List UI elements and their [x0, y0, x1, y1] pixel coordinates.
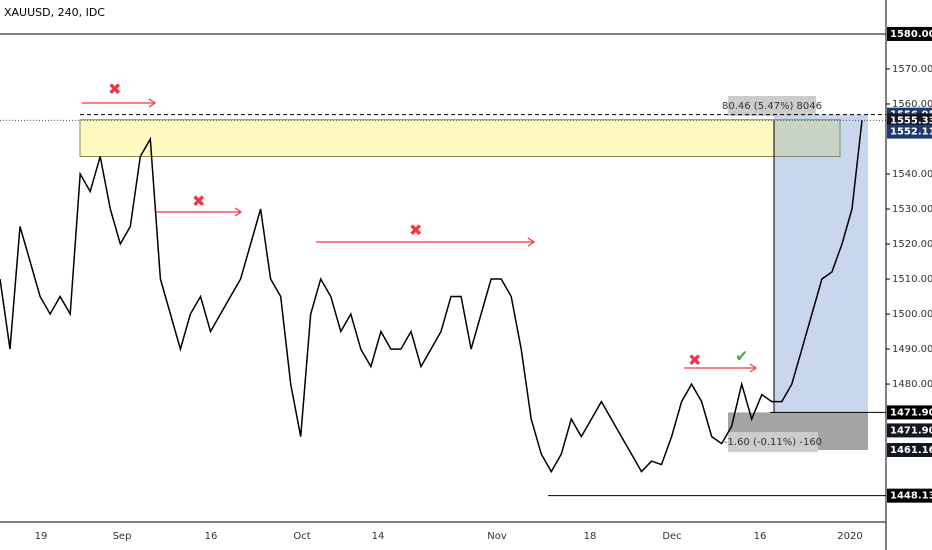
price-tag-bg: [887, 405, 932, 420]
price-tag-label: 1448.13: [890, 491, 932, 502]
price-tag-label: 1471.90: [890, 407, 932, 418]
price-tag-bg: [887, 113, 932, 128]
price-tag: 1471.90: [887, 423, 932, 438]
price-tag-bg: [887, 488, 932, 503]
svg-text:✖: ✖: [688, 351, 701, 370]
svg-text:✖: ✖: [108, 80, 121, 99]
price-tag-bg: [887, 443, 932, 458]
drawings: [82, 98, 758, 373]
y-tick-label: 1540.00: [892, 169, 932, 180]
price-tag-label: 1461.16: [890, 445, 932, 456]
price-tag-label: 1580.00: [890, 29, 932, 40]
x-tick-label: Dec: [662, 531, 681, 542]
price-tag-label: 1555.33: [890, 115, 932, 126]
price-tag: 1471.90: [887, 405, 932, 420]
svg-text:✖: ✖: [409, 221, 422, 240]
x-tick-label: Sep: [113, 531, 132, 542]
price-tag-bg: [887, 26, 932, 41]
measure-down-label: -1.60 (-0.11%) -160: [724, 437, 822, 448]
y-tick-label: 1520.00: [892, 239, 932, 250]
zone: [79, 119, 841, 157]
y-tick-label: 1560.00: [892, 99, 932, 110]
price-tag: 1552.11: [887, 124, 932, 139]
measure-up-label-bg: [728, 96, 816, 116]
x-tick-label: 2020: [837, 531, 862, 542]
price-tag-label: 1552.11: [890, 127, 932, 138]
measure-down-label-bg: [728, 432, 818, 452]
x-tick-label: 16: [754, 531, 767, 542]
x-tick-label: Nov: [487, 531, 507, 542]
y-tick-label: 1480.00: [892, 379, 932, 390]
measure-up-box: [774, 114, 868, 413]
price-line: [0, 120, 863, 474]
x-tick-label: 16: [205, 531, 218, 542]
y-tick-label: 1490.00: [892, 344, 932, 355]
price-tag-label: 1471.90: [890, 425, 932, 436]
price-tag-bg: [887, 423, 932, 438]
measure-up-label: 80.46 (5.47%) 8046: [722, 101, 822, 112]
x-tick-label: 14: [372, 531, 385, 542]
price-tag: 1461.16: [887, 443, 932, 458]
x-marks: ✖ ✖ ✖ ✖ ✔: [108, 80, 748, 370]
svg-text:✔: ✔: [735, 347, 748, 366]
price-tag-bg: [887, 124, 932, 139]
y-tick-label: 1510.00: [892, 274, 932, 285]
svg-text:✖: ✖: [192, 192, 205, 211]
y-tick-label: 1530.00: [892, 204, 932, 215]
price-tag: 1580.00: [887, 26, 932, 41]
x-tick-label: 19: [35, 531, 48, 542]
chart-title: XAUUSD, 240, IDC: [4, 6, 105, 19]
price-tag: 1448.13: [887, 488, 932, 503]
x-tick-label: Oct: [293, 531, 310, 542]
price-tag: 1555.33: [887, 113, 932, 128]
x-tick-label: 18: [584, 531, 597, 542]
y-tick-label: 1500.00: [892, 309, 932, 320]
y-tick-label: 1570.00: [892, 64, 932, 75]
